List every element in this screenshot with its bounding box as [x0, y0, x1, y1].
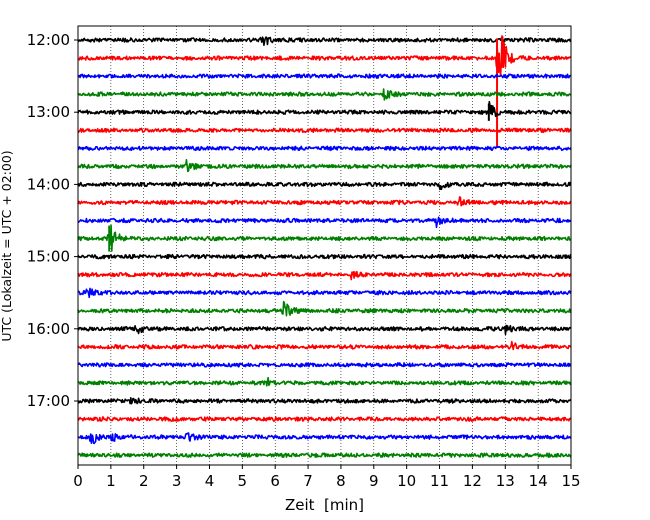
x-tick-label: 1 [106, 472, 116, 490]
x-tick-label: 0 [73, 472, 83, 490]
trace-1730 [77, 432, 572, 445]
x-axis-ticks: 0 1 2 3 4 5 6 7 8 9 10 11 12 13 14 15 [73, 465, 581, 490]
x-tick-label: 13 [496, 472, 515, 490]
trace-1515 [77, 270, 572, 281]
y-axis-ticks: 12:00 13:00 14:00 15:00 16:00 17:00 [27, 31, 78, 410]
seismic-traces [77, 35, 572, 458]
trace-1315 [77, 127, 572, 134]
x-tick-label: 9 [369, 472, 379, 490]
plot-frame [77, 25, 572, 466]
x-tick-label: 10 [397, 472, 416, 490]
trace-1700 [77, 397, 572, 405]
trace-1430 [77, 216, 572, 229]
x-tick-label: 14 [529, 472, 548, 490]
y-tick-label: 17:00 [27, 392, 70, 410]
trace-1345 [77, 158, 572, 173]
trace-1645 [77, 376, 572, 387]
x-tick-label: 12 [463, 472, 482, 490]
trace-1715 [77, 416, 572, 422]
y-tick-label: 15:00 [27, 248, 70, 266]
x-tick-label: 2 [139, 472, 149, 490]
x-tick-label: 7 [303, 472, 313, 490]
trace-1415 [77, 196, 572, 207]
x-tick-label: 3 [172, 472, 182, 490]
x-tick-label: 6 [270, 472, 280, 490]
trace-1200 [77, 36, 572, 47]
trace-1245 [77, 88, 572, 101]
trace-1230 [77, 73, 572, 79]
x-tick-label: 5 [238, 472, 248, 490]
y-axis-label: UTC (Lokalzeit = UTC + 02:00) [0, 150, 14, 341]
trace-1600 [77, 324, 572, 336]
trace-1445 [77, 224, 572, 252]
grid-lines [110, 26, 539, 465]
trace-1530 [77, 287, 572, 299]
y-tick-label: 13:00 [27, 103, 70, 121]
x-tick-label: 4 [205, 472, 215, 490]
trace-1545 [77, 300, 572, 317]
trace-1630 [77, 362, 572, 368]
trace-1500 [77, 253, 572, 260]
y-tick-label: 16:00 [27, 320, 70, 338]
trace-1330 [77, 145, 572, 152]
y-tick-label: 14:00 [27, 175, 70, 193]
x-tick-label: 11 [430, 472, 449, 490]
trace-1400 [77, 181, 572, 191]
x-tick-label: 15 [561, 472, 580, 490]
trace-1745 [77, 452, 572, 458]
x-tick-label: 8 [336, 472, 346, 490]
x-axis-label: Zeit [min] [285, 496, 364, 514]
trace-1615 [77, 340, 572, 351]
trace-1215 [77, 35, 572, 77]
y-tick-label: 12:00 [27, 31, 70, 49]
